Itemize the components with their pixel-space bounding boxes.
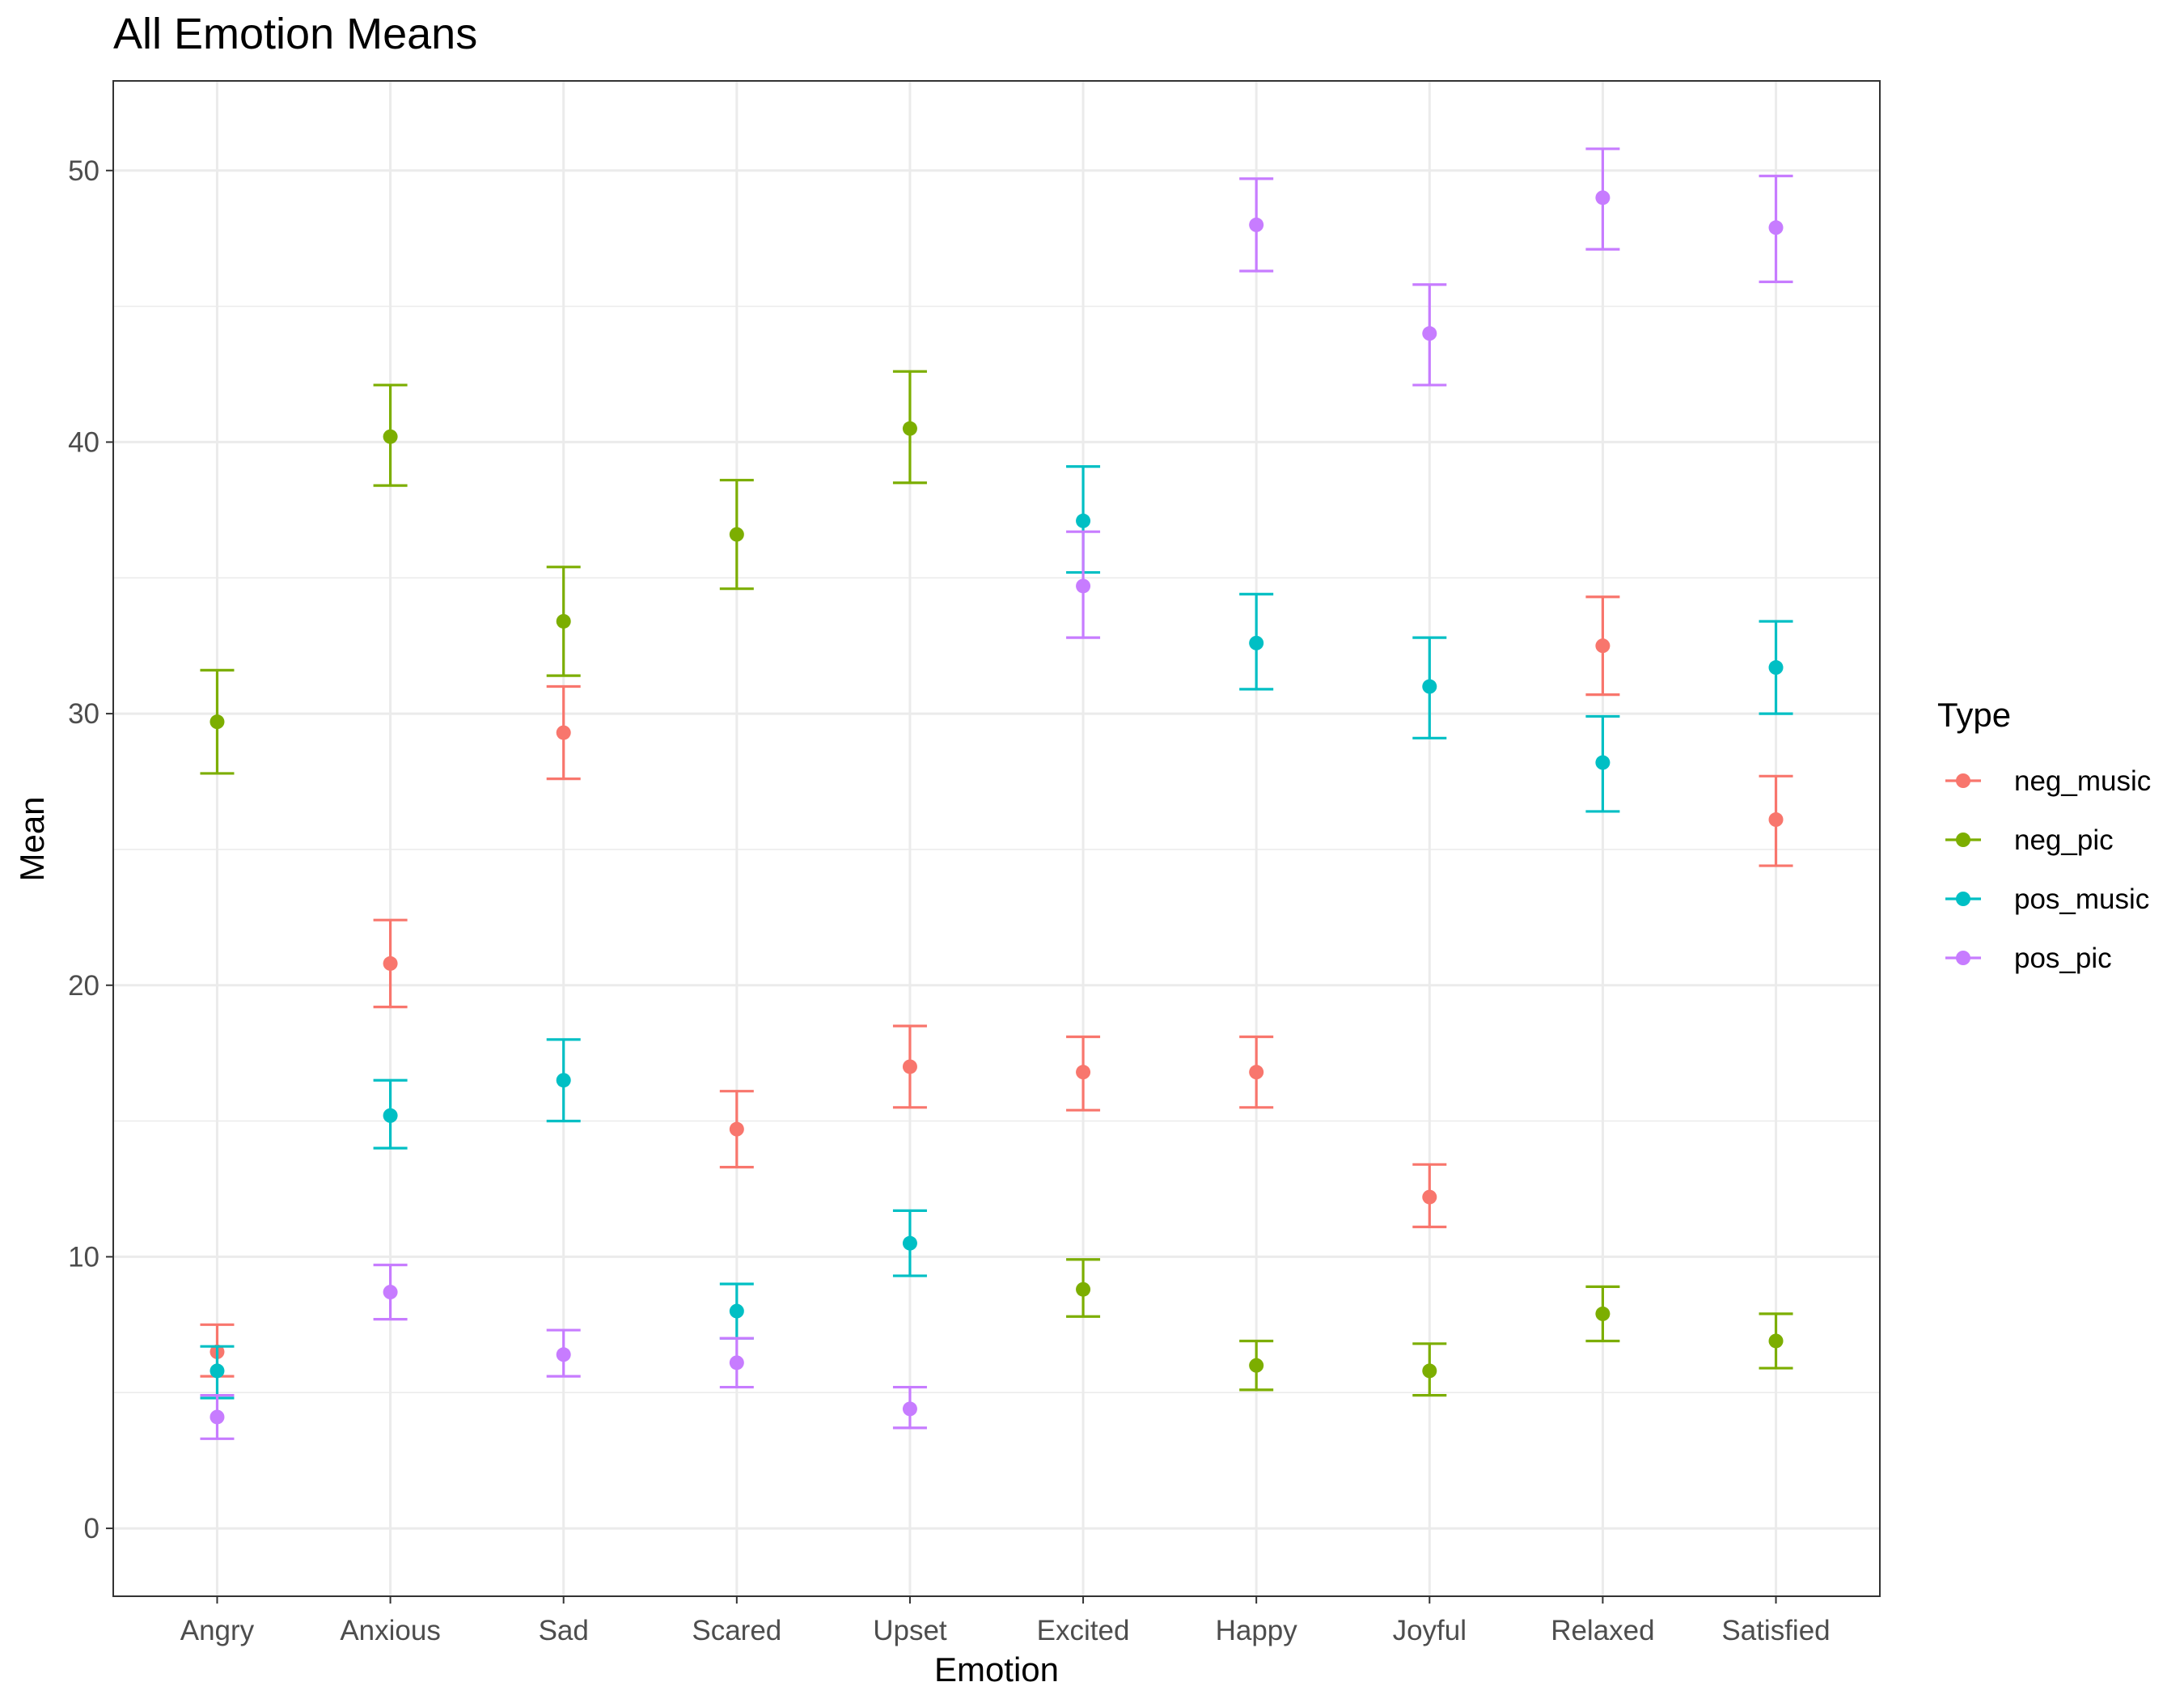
axes: 0 10 20 30 40 50 Angry Anxious Sad Scared Upset Exc…	[68, 155, 1831, 1646]
data-point	[902, 421, 917, 436]
x-tick-label: Scared	[692, 1615, 781, 1646]
data-point	[902, 1401, 917, 1417]
data-point	[383, 1285, 398, 1300]
data-point	[383, 429, 398, 444]
data-point	[1249, 635, 1264, 650]
legend-label: pos_pic	[2014, 943, 2112, 974]
x-tick-label: Relaxed	[1551, 1615, 1654, 1646]
y-tick-label: 40	[68, 426, 99, 458]
data-point	[1595, 638, 1610, 654]
data-point	[210, 1363, 225, 1379]
x-tick-label: Happy	[1216, 1615, 1298, 1646]
data-point	[1595, 755, 1610, 770]
x-tick-label: Sad	[539, 1615, 589, 1646]
legend-item-pos_pic: pos_pic	[1945, 943, 2112, 974]
legend-key-point	[1956, 892, 1970, 906]
data-point	[729, 1303, 744, 1319]
data-point	[1249, 217, 1264, 232]
x-tick-label: Joyful	[1393, 1615, 1467, 1646]
plot-panel	[113, 81, 1880, 1596]
data-point	[556, 725, 571, 740]
x-tick-label: Angry	[180, 1615, 255, 1646]
data-point	[729, 1355, 744, 1371]
data-point	[1076, 1065, 1091, 1080]
data-point	[1422, 1363, 1437, 1379]
y-tick-label: 50	[68, 155, 99, 187]
data-point	[1076, 578, 1091, 594]
y-axis-title: Mean	[13, 796, 51, 881]
data-point	[902, 1059, 917, 1074]
x-tick-label: Satisfied	[1721, 1615, 1830, 1646]
data-point	[1249, 1358, 1264, 1373]
x-axis-title: Emotion	[934, 1650, 1059, 1688]
x-tick-label: Upset	[873, 1615, 947, 1646]
x-tick-label: Anxious	[340, 1615, 441, 1646]
data-point	[1768, 812, 1784, 828]
data-point	[1768, 220, 1784, 235]
series-neg_pic	[200, 370, 1793, 1397]
data-point	[1076, 1282, 1091, 1297]
legend-key-point	[1956, 773, 1970, 788]
data-point	[383, 1108, 398, 1123]
y-tick-label: 20	[68, 970, 99, 1002]
data-point	[556, 1347, 571, 1362]
y-tick-label: 0	[84, 1513, 99, 1544]
data-point	[556, 613, 571, 629]
data-point	[556, 1073, 571, 1088]
data-layer	[200, 147, 1793, 1440]
y-tick-label: 10	[68, 1241, 99, 1273]
y-tick-label: 30	[68, 698, 99, 730]
data-point	[902, 1235, 917, 1251]
plot-border	[112, 80, 1881, 1597]
legend-title: Type	[1937, 696, 2011, 734]
data-point	[1076, 513, 1091, 528]
data-point	[1595, 190, 1610, 205]
data-point	[1768, 1333, 1784, 1349]
legend-key-point	[1956, 951, 1970, 965]
data-point	[1249, 1065, 1264, 1080]
legend-item-neg_pic: neg_pic	[1945, 824, 2114, 856]
legend-label: neg_music	[2014, 765, 2151, 797]
data-point	[1422, 1189, 1437, 1205]
data-point	[1595, 1306, 1610, 1321]
data-point	[210, 1409, 225, 1425]
series-neg_music	[200, 595, 1793, 1378]
data-point	[1768, 660, 1784, 676]
legend-item-pos_music: pos_music	[1945, 883, 2149, 915]
series-pos_pic	[200, 147, 1793, 1440]
legend-item-neg_music: neg_music	[1945, 765, 2151, 797]
chart-title: All Emotion Means	[113, 10, 477, 58]
data-point	[210, 714, 225, 730]
data-point	[1422, 326, 1437, 341]
x-tick-label: Excited	[1037, 1615, 1130, 1646]
legend: Type neg_music neg_pic pos_music pos_pic	[1937, 696, 2151, 974]
data-point	[1422, 679, 1437, 694]
data-point	[383, 955, 398, 971]
legend-label: pos_music	[2014, 883, 2149, 915]
data-point	[729, 527, 744, 542]
data-point	[729, 1121, 744, 1137]
legend-key-point	[1956, 833, 1970, 847]
legend-label: neg_pic	[2014, 824, 2114, 856]
